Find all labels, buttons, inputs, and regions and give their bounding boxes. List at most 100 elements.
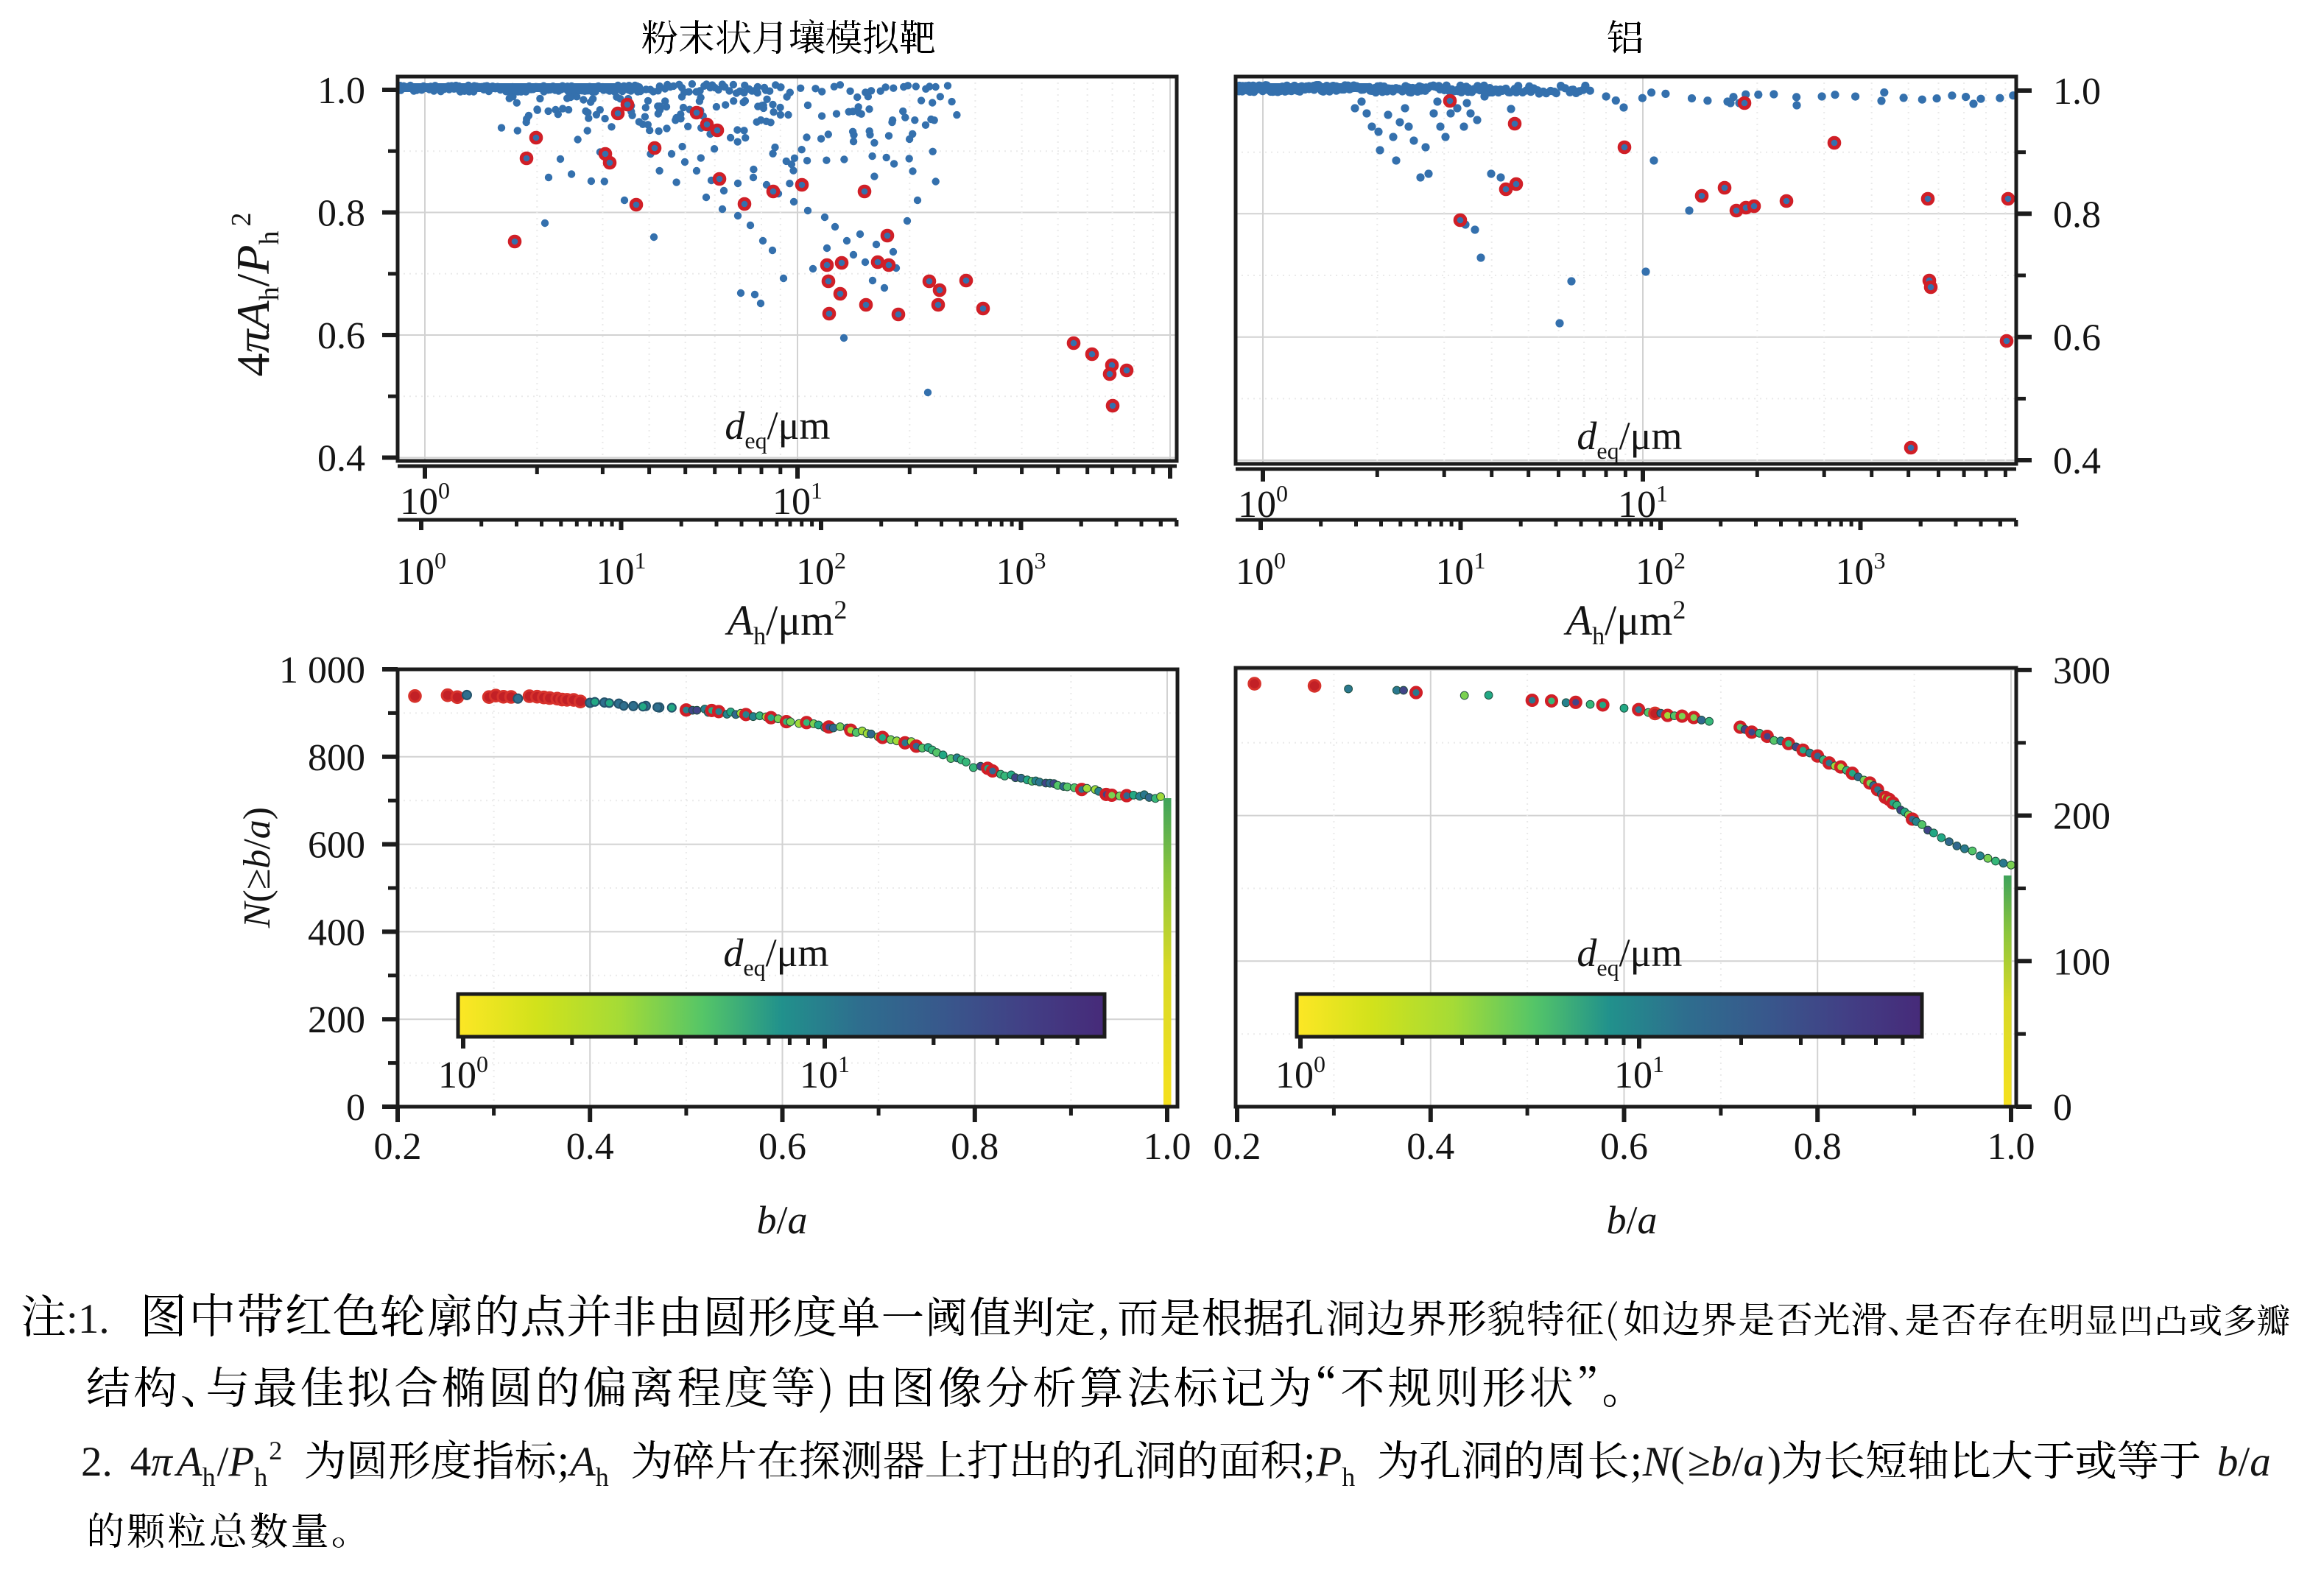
svg-text:10: 10	[1614, 1054, 1652, 1096]
svg-text:/: /	[227, 273, 279, 286]
svg-text:200: 200	[308, 999, 365, 1041]
svg-text:0: 0	[434, 547, 446, 574]
svg-text:/μm: /μm	[766, 931, 829, 975]
svg-text:A: A	[174, 1439, 203, 1485]
svg-text:10: 10	[800, 1054, 838, 1096]
svg-text:): )	[1767, 1439, 1781, 1485]
svg-text:h: h	[596, 1462, 609, 1492]
svg-text:10: 10	[596, 551, 635, 593]
svg-text:b: b	[2217, 1439, 2239, 1485]
svg-text:600: 600	[308, 825, 365, 867]
svg-text:0: 0	[2053, 1087, 2072, 1129]
svg-text:): )	[236, 807, 278, 820]
svg-text:eq: eq	[744, 427, 767, 454]
svg-text:N: N	[236, 900, 278, 929]
svg-text:eq: eq	[1596, 954, 1619, 981]
svg-text:0.6: 0.6	[1600, 1126, 1648, 1168]
svg-text:0.2: 0.2	[374, 1126, 422, 1168]
svg-text:0.4: 0.4	[566, 1126, 614, 1168]
svg-text:1.0: 1.0	[2053, 71, 2101, 113]
svg-text:1.0: 1.0	[1987, 1126, 2035, 1168]
svg-text:/μm: /μm	[1619, 931, 1683, 975]
svg-text:eq: eq	[1596, 437, 1619, 464]
svg-text:/: /	[236, 839, 278, 850]
svg-text:/: /	[2238, 1439, 2250, 1485]
svg-text:10: 10	[996, 551, 1035, 593]
svg-text:A: A	[227, 300, 279, 333]
svg-text:h: h	[254, 1462, 267, 1492]
svg-text:(≥: (≥	[236, 869, 278, 903]
svg-text:2: 2	[1672, 595, 1686, 624]
svg-text:b: b	[1711, 1439, 1732, 1485]
svg-text:h: h	[203, 1462, 216, 1492]
svg-text:200: 200	[2053, 796, 2110, 838]
svg-text:0.2: 0.2	[1214, 1126, 1261, 1168]
svg-text:0.8: 0.8	[1794, 1126, 1842, 1168]
svg-text:10: 10	[396, 551, 434, 593]
svg-text:400: 400	[308, 912, 365, 954]
svg-text:N: N	[1642, 1439, 1673, 1485]
svg-text:d: d	[723, 931, 744, 975]
svg-text:2: 2	[269, 1436, 282, 1465]
svg-text:1: 1	[635, 547, 647, 574]
svg-text:1: 1	[1656, 480, 1668, 507]
svg-text:10: 10	[1436, 551, 1474, 593]
svg-text:10: 10	[400, 481, 438, 523]
svg-text:A: A	[567, 1439, 596, 1485]
svg-text:1.0: 1.0	[317, 70, 365, 112]
svg-text:2: 2	[834, 547, 846, 574]
svg-text:100: 100	[2053, 941, 2110, 983]
svg-text:0.4: 0.4	[2053, 440, 2101, 482]
svg-text:π: π	[151, 1439, 173, 1485]
svg-text:0.6: 0.6	[317, 315, 365, 357]
svg-text:/μm: /μm	[766, 596, 834, 644]
svg-text:h: h	[1342, 1462, 1355, 1492]
svg-text:0.8: 0.8	[317, 193, 365, 235]
svg-text:10: 10	[772, 481, 811, 523]
svg-text:0.4: 0.4	[1406, 1126, 1454, 1168]
svg-text:0: 0	[1314, 1051, 1325, 1077]
svg-text:0: 0	[438, 477, 450, 504]
svg-text:4: 4	[227, 353, 279, 377]
svg-text:3: 3	[1874, 547, 1886, 574]
svg-text::1.: :1.	[66, 1296, 110, 1342]
svg-text:1.0: 1.0	[1144, 1126, 1191, 1168]
svg-text:/μm: /μm	[1605, 596, 1672, 644]
svg-text:10: 10	[438, 1054, 476, 1096]
svg-text:10: 10	[1236, 551, 1274, 593]
svg-text:10: 10	[1635, 551, 1674, 593]
svg-text:3: 3	[1035, 547, 1046, 574]
svg-text:/μm: /μm	[1619, 414, 1683, 458]
svg-text:P: P	[227, 245, 279, 275]
svg-text:0.8: 0.8	[2053, 194, 2101, 236]
svg-text:A: A	[725, 596, 754, 644]
svg-text:4: 4	[130, 1439, 152, 1485]
svg-text:2: 2	[1674, 547, 1686, 574]
svg-text:h: h	[254, 286, 285, 300]
svg-text:0.4: 0.4	[317, 438, 365, 480]
svg-text:2: 2	[834, 595, 847, 624]
svg-text:≥: ≥	[1688, 1439, 1711, 1485]
svg-text:0: 0	[346, 1087, 365, 1129]
svg-text:/: /	[1732, 1439, 1744, 1485]
svg-text:1: 1	[838, 1051, 850, 1077]
svg-text:2: 2	[226, 213, 257, 227]
svg-text:A: A	[1563, 596, 1593, 644]
svg-text:/: /	[1627, 1198, 1638, 1242]
svg-text:a: a	[788, 1198, 808, 1242]
svg-text:h: h	[1592, 623, 1605, 650]
svg-text:800: 800	[308, 737, 365, 779]
svg-text:a: a	[1638, 1198, 1658, 1242]
svg-text:1: 1	[811, 477, 823, 504]
svg-text:1: 1	[1652, 1051, 1664, 1077]
svg-text:0: 0	[476, 1051, 488, 1077]
svg-text:2.: 2.	[81, 1439, 113, 1485]
svg-text:a: a	[236, 820, 278, 839]
svg-text:b: b	[236, 850, 278, 869]
svg-text:eq: eq	[743, 954, 765, 981]
svg-text:0.6: 0.6	[758, 1126, 806, 1168]
svg-text:π: π	[227, 328, 279, 353]
svg-text:d: d	[725, 404, 745, 448]
svg-text:P: P	[228, 1439, 255, 1485]
svg-text:/: /	[777, 1198, 788, 1242]
